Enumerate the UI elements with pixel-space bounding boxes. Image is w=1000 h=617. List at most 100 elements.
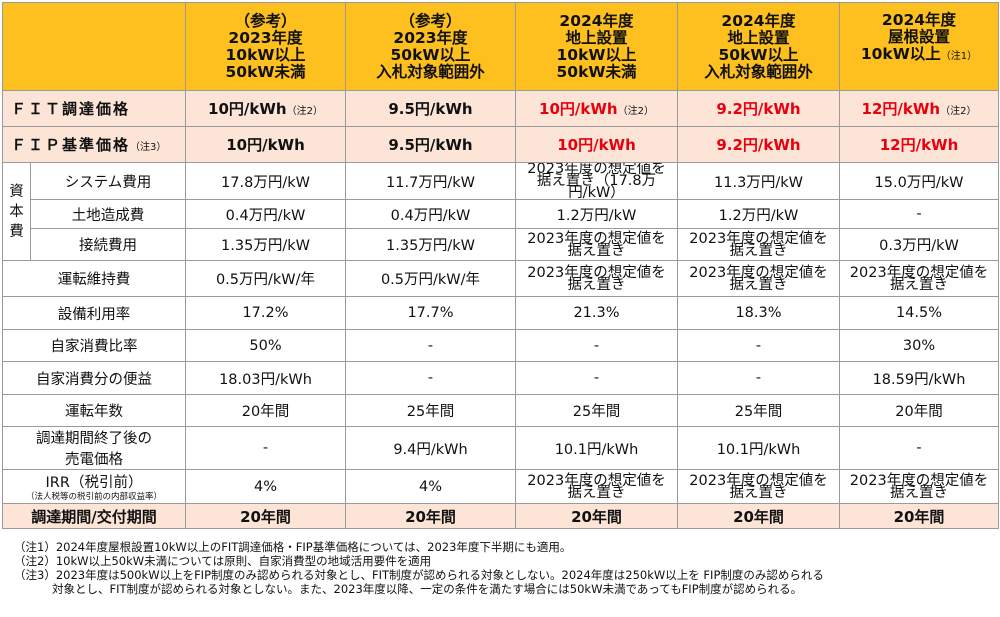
table-cell: 0.5万円/kW/年 <box>345 260 516 297</box>
footnote-2: （注2）10kW以上50kW未満については原則、自家消費型の地域活用要件を適用 <box>14 554 432 568</box>
table-cell: 4% <box>345 469 516 504</box>
table-cell: 17.2% <box>185 296 346 330</box>
col-header-3: 2024年度 地上設置 10kW以上 50kW未満 <box>515 2 678 91</box>
fip-price-cell: 9.5円/kWh <box>345 126 516 163</box>
footnote-1: （注1）2024年度屋根設置10kW以上のFIT調達価格・FIP基準価格について… <box>14 540 572 554</box>
col-header-5: 2024年度 屋根設置 10kW以上（注1） <box>839 2 999 91</box>
fit-price-label: ＦＩＴ調達価格 <box>2 90 186 127</box>
table-cell: 2023年度の想定値を 据え置き <box>515 228 678 261</box>
table-cell: 10.1円/kWh <box>515 426 678 470</box>
fip-price-row: ＦＩＰ基準価格（注3） 10円/kWh 9.5円/kWh 10円/kWh 9.2… <box>2 126 999 163</box>
table-cell: 9.4円/kWh <box>345 426 516 470</box>
table-cell: - <box>677 361 840 395</box>
period-row: 調達期間/交付期間 20年間 20年間 20年間 20年間 20年間 <box>2 503 999 529</box>
table-cell: 18.3% <box>677 296 840 330</box>
land-cost-row: 土地造成費 0.4万円/kW 0.4万円/kW 1.2万円/kW 1.2万円/k… <box>3 199 999 229</box>
table-cell: 2023年度の想定値を 据え置き <box>515 469 678 504</box>
table-cell: - <box>185 426 346 470</box>
operating-years-row: 運転年数 20年間 25年間 25年間 25年間 20年間 <box>2 394 999 427</box>
row-label: 自家消費比率 <box>2 329 186 362</box>
table-cell: 21.3% <box>515 296 678 330</box>
table-cell: - <box>839 426 999 470</box>
table-cell: 25年間 <box>345 394 516 427</box>
fit-price-row: ＦＩＴ調達価格 10円/kWh（注2） 9.5円/kWh 10円/kWh（注2）… <box>2 90 999 127</box>
table-cell: 20年間 <box>839 394 999 427</box>
table-cell: 20年間 <box>677 503 840 529</box>
table-cell: 0.4万円/kW <box>185 199 346 229</box>
fit-price-cell: 10円/kWh（注2） <box>515 90 678 127</box>
fit-price-cell: 10円/kWh（注2） <box>185 90 346 127</box>
table-cell: 11.7万円/kW <box>345 162 516 200</box>
col-header-4: 2024年度 地上設置 50kW以上 入札対象範囲外 <box>677 2 840 91</box>
table-cell: 2023年度の想定値を 据え置き <box>677 228 840 261</box>
row-label: 調達期間/交付期間 <box>2 503 186 529</box>
table-cell: 2023年度の想定値を 据え置き <box>839 469 999 504</box>
row-label: 運転年数 <box>2 394 186 427</box>
self-consumption-benefit-row: 自家消費分の便益 18.03円/kWh - - - 18.59円/kWh <box>2 361 999 395</box>
table-cell: 1.2万円/kW <box>515 199 678 229</box>
table-cell: 20年間 <box>515 503 678 529</box>
col-header-1: （参考） 2023年度 10kW以上 50kW未満 <box>185 2 346 91</box>
table-cell: 50% <box>185 329 346 362</box>
table-cell: 17.7% <box>345 296 516 330</box>
table-cell: 30% <box>839 329 999 362</box>
table-cell: 1.2万円/kW <box>677 199 840 229</box>
table-cell: 20年間 <box>185 503 346 529</box>
fit-price-cell: 12円/kWh（注2） <box>839 90 999 127</box>
system-cost-row: 資本費 システム費用 17.8万円/kW 11.7万円/kW 2023年度の想定… <box>2 162 999 261</box>
table-cell: 20年間 <box>839 503 999 529</box>
connection-cost-row: 接続費用 1.35万円/kW 1.35万円/kW 2023年度の想定値を 据え置き… <box>3 228 999 261</box>
row-label: システム費用 <box>30 162 186 200</box>
table-cell: 2023年度の想定値を 据え置き <box>515 260 678 297</box>
fit-fip-price-table: （参考） 2023年度 10kW以上 50kW未満 （参考） 2023年度 50kW以上入… <box>2 2 999 529</box>
row-label: 土地造成費 <box>30 199 186 229</box>
table-cell: 20年間 <box>345 503 516 529</box>
row-label: 接続費用 <box>30 228 186 261</box>
table-cell: 1.35万円/kW <box>345 228 516 261</box>
col-header-2: （参考） 2023年度 50kW以上 入札対象範囲外 <box>345 2 516 91</box>
table-cell: 0.4万円/kW <box>345 199 516 229</box>
fip-price-cell: 10円/kWh <box>515 126 678 163</box>
footnote-3: （注3）2023年度は500kW以上をFIP制度のみ認められる対象とし、FIT制… <box>14 568 824 582</box>
footnotes: （注1）2024年度屋根設置10kW以上のFIT調達価格・FIP基準価格について… <box>14 540 990 596</box>
table-cell: 2023年度の想定値を 据え置き <box>839 260 999 297</box>
table-cell: - <box>345 361 516 395</box>
fip-price-label: ＦＩＰ基準価格（注3） <box>2 126 186 163</box>
table-cell: 4% <box>185 469 346 504</box>
table-cell: 2023年度の想定値を 据え置き <box>677 469 840 504</box>
table-cell: - <box>515 361 678 395</box>
table-cell: 2023年度の想定値を 据え置き <box>677 260 840 297</box>
table-cell: 17.8万円/kW <box>185 162 346 200</box>
table-cell: 1.35万円/kW <box>185 228 346 261</box>
table-cell: - <box>839 199 999 229</box>
footnote-3-cont: 対象とし、FIT制度が認められる対象としない。また、2023年度以降、一定の条件… <box>52 582 803 596</box>
row-label: 運転維持費 <box>2 260 186 297</box>
fit-price-cell: 9.5円/kWh <box>345 90 516 127</box>
post-period-price-row: 調達期間終了後の 売電価格 - 9.4円/kWh 10.1円/kWh 10.1円/… <box>2 426 999 470</box>
table-cell: - <box>515 329 678 362</box>
table-cell: 0.3万円/kW <box>839 228 999 261</box>
om-cost-row: 運転維持費 0.5万円/kW/年 0.5万円/kW/年 2023年度の想定値を据… <box>2 260 999 297</box>
table-cell: 18.03円/kWh <box>185 361 346 395</box>
fip-price-cell: 10円/kWh <box>185 126 346 163</box>
row-label: 調達期間終了後の 売電価格 <box>2 426 186 470</box>
table-cell: 10.1円/kWh <box>677 426 840 470</box>
table-cell: - <box>677 329 840 362</box>
fip-price-cell: 9.2円/kWh <box>677 126 840 163</box>
header-row: （参考） 2023年度 10kW以上 50kW未満 （参考） 2023年度 50kW以上入… <box>2 2 999 91</box>
capital-cost-label: 資本費 <box>2 162 31 261</box>
header-corner <box>2 2 186 91</box>
fip-price-cell: 12円/kWh <box>839 126 999 163</box>
irr-row: IRR（税引前） （法人税等の税引前の内部収益率） 4% 4% 2023年度の想定… <box>2 469 999 504</box>
row-label: 自家消費分の便益 <box>2 361 186 395</box>
row-label: 設備利用率 <box>2 296 186 330</box>
table-cell: 25年間 <box>677 394 840 427</box>
utilization-row: 設備利用率 17.2% 17.7% 21.3% 18.3% 14.5% <box>2 296 999 330</box>
row-label: IRR（税引前） （法人税等の税引前の内部収益率） <box>2 469 186 504</box>
table-cell: 14.5% <box>839 296 999 330</box>
table-cell: - <box>345 329 516 362</box>
table-cell: 25年間 <box>515 394 678 427</box>
table-cell: 2023年度の想定値を 据え置き（17.8万円/kW） <box>515 162 678 200</box>
self-consumption-ratio-row: 自家消費比率 50% - - - 30% <box>2 329 999 362</box>
table-cell: 11.3万円/kW <box>677 162 840 200</box>
